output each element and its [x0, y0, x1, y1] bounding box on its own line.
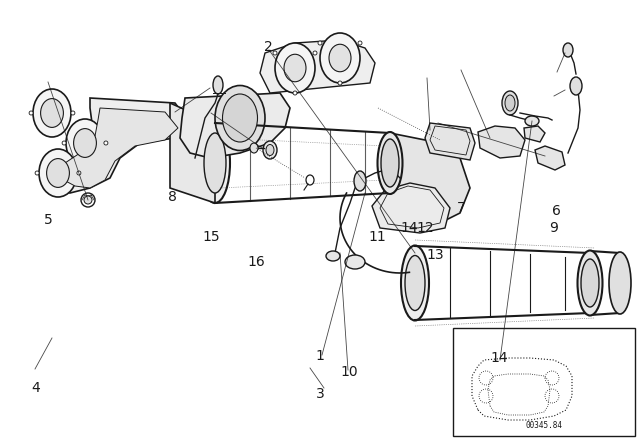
- Ellipse shape: [284, 54, 306, 82]
- Polygon shape: [48, 98, 190, 193]
- Polygon shape: [372, 183, 450, 233]
- Ellipse shape: [358, 41, 362, 45]
- Ellipse shape: [329, 44, 351, 72]
- Ellipse shape: [381, 139, 399, 187]
- Text: 10: 10: [340, 365, 358, 379]
- Ellipse shape: [275, 43, 315, 93]
- Ellipse shape: [200, 123, 230, 203]
- Ellipse shape: [320, 33, 360, 83]
- Polygon shape: [390, 133, 470, 228]
- Ellipse shape: [345, 255, 365, 269]
- Polygon shape: [535, 146, 565, 170]
- Ellipse shape: [505, 95, 515, 111]
- Ellipse shape: [35, 171, 39, 175]
- Ellipse shape: [33, 89, 71, 137]
- Ellipse shape: [204, 133, 226, 193]
- Ellipse shape: [263, 141, 277, 159]
- Text: 6: 6: [552, 203, 561, 218]
- Ellipse shape: [215, 86, 265, 151]
- Ellipse shape: [354, 171, 366, 191]
- Ellipse shape: [266, 145, 274, 155]
- Bar: [453, 328, 635, 436]
- Ellipse shape: [577, 250, 602, 315]
- Ellipse shape: [563, 43, 573, 57]
- Ellipse shape: [338, 81, 342, 85]
- Ellipse shape: [405, 255, 425, 310]
- Ellipse shape: [378, 132, 403, 194]
- Text: 16: 16: [247, 255, 265, 269]
- Ellipse shape: [313, 51, 317, 55]
- Ellipse shape: [77, 171, 81, 175]
- Ellipse shape: [81, 193, 95, 207]
- Ellipse shape: [293, 91, 297, 95]
- Ellipse shape: [71, 111, 75, 115]
- Ellipse shape: [74, 129, 97, 157]
- Ellipse shape: [250, 143, 258, 153]
- Ellipse shape: [401, 246, 429, 320]
- Ellipse shape: [581, 259, 599, 307]
- Polygon shape: [180, 93, 290, 158]
- Polygon shape: [260, 40, 375, 93]
- Polygon shape: [60, 108, 178, 188]
- Ellipse shape: [62, 141, 66, 145]
- Text: 3: 3: [316, 387, 324, 401]
- Polygon shape: [425, 123, 475, 160]
- Text: 8: 8: [168, 190, 177, 204]
- Text: 13: 13: [426, 248, 444, 263]
- Ellipse shape: [273, 51, 277, 55]
- Polygon shape: [478, 126, 525, 158]
- Ellipse shape: [223, 94, 257, 142]
- Ellipse shape: [570, 77, 582, 95]
- Text: 7: 7: [456, 201, 465, 215]
- Text: 00345.84: 00345.84: [525, 421, 563, 430]
- Polygon shape: [524, 126, 545, 142]
- Text: 14: 14: [490, 351, 508, 366]
- Ellipse shape: [525, 116, 539, 126]
- Ellipse shape: [318, 41, 322, 45]
- Ellipse shape: [39, 149, 77, 197]
- Polygon shape: [170, 103, 215, 203]
- Ellipse shape: [104, 141, 108, 145]
- Text: 12: 12: [417, 221, 435, 236]
- Ellipse shape: [40, 99, 63, 127]
- Text: 1: 1: [316, 349, 324, 363]
- Text: 5: 5: [44, 212, 52, 227]
- Ellipse shape: [213, 76, 223, 94]
- Ellipse shape: [29, 111, 33, 115]
- Text: 14: 14: [401, 221, 419, 236]
- Text: 15: 15: [202, 230, 220, 245]
- Text: 11: 11: [369, 230, 387, 245]
- Ellipse shape: [609, 252, 631, 314]
- Ellipse shape: [47, 159, 69, 187]
- Text: 4: 4: [31, 380, 40, 395]
- Ellipse shape: [84, 196, 92, 204]
- Ellipse shape: [502, 91, 518, 115]
- Text: 9: 9: [549, 221, 558, 236]
- Ellipse shape: [66, 119, 104, 167]
- Ellipse shape: [326, 251, 340, 261]
- Text: 2: 2: [264, 40, 273, 54]
- Ellipse shape: [306, 175, 314, 185]
